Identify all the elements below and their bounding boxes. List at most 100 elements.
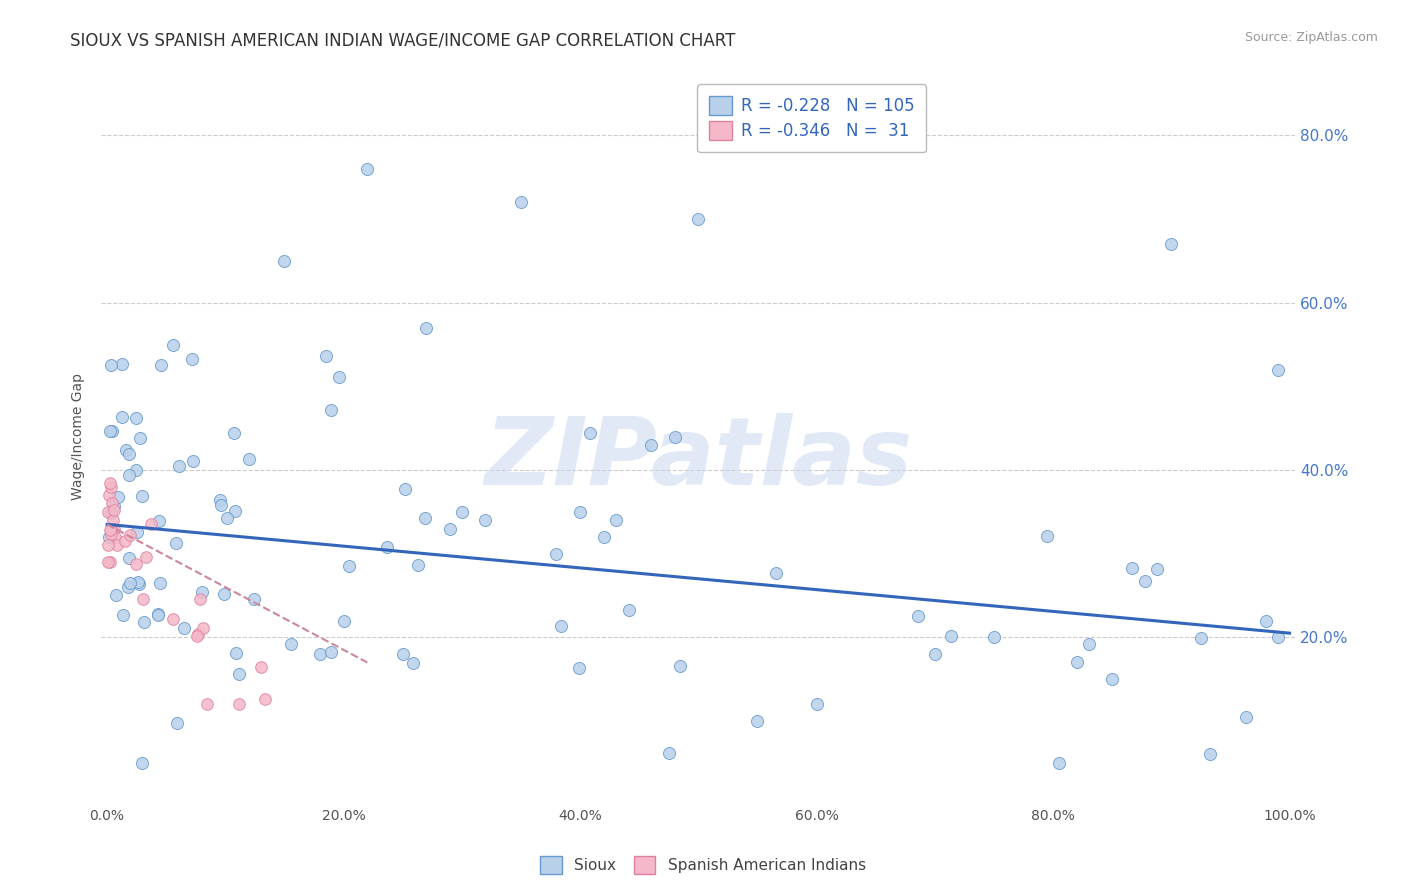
Point	[321, 402, 343, 417]
Point	[1047, 756, 1070, 770]
Point	[112, 608, 135, 623]
Point	[186, 629, 208, 643]
Point	[391, 647, 413, 661]
Point	[1189, 631, 1212, 645]
Point	[98, 530, 121, 544]
Point	[181, 352, 204, 367]
Point	[117, 580, 139, 594]
Text: Source: ZipAtlas.com: Source: ZipAtlas.com	[1244, 31, 1378, 45]
Text: SIOUX VS SPANISH AMERICAN INDIAN WAGE/INCOME GAP CORRELATION CHART: SIOUX VS SPANISH AMERICAN INDIAN WAGE/IN…	[70, 31, 735, 49]
Point	[567, 661, 589, 675]
Point	[747, 714, 769, 728]
Point	[658, 746, 681, 760]
Point	[104, 530, 127, 544]
Point	[191, 584, 214, 599]
Point	[243, 591, 266, 606]
Point	[101, 513, 124, 527]
Point	[187, 627, 209, 641]
Point	[222, 425, 245, 440]
Point	[337, 558, 360, 573]
Point	[212, 587, 235, 601]
Point	[165, 536, 187, 550]
Point	[238, 452, 260, 467]
Point	[806, 698, 828, 712]
Point	[128, 577, 150, 591]
Point	[101, 424, 124, 438]
Point	[100, 358, 122, 372]
Point	[125, 524, 148, 539]
Point	[105, 588, 128, 602]
Point	[97, 538, 120, 552]
Point	[195, 698, 218, 712]
Point	[1198, 747, 1220, 762]
Point	[128, 431, 150, 445]
Point	[640, 438, 662, 452]
Point	[225, 646, 247, 660]
Point	[332, 614, 354, 628]
Point	[217, 511, 239, 525]
Point	[188, 592, 211, 607]
Point	[550, 619, 572, 633]
Point	[406, 558, 429, 572]
Point	[228, 667, 250, 681]
Point	[1267, 630, 1289, 644]
Point	[166, 715, 188, 730]
Point	[983, 630, 1005, 644]
Point	[124, 463, 146, 477]
Point	[579, 425, 602, 440]
Legend: R = -0.228   N = 105, R = -0.346   N =  31: R = -0.228 N = 105, R = -0.346 N = 31	[697, 84, 927, 152]
Y-axis label: Wage/Income Gap: Wage/Income Gap	[72, 373, 86, 500]
Point	[98, 488, 121, 502]
Point	[939, 629, 962, 643]
Point	[209, 498, 232, 512]
Text: ZIPatlas: ZIPatlas	[484, 413, 912, 505]
Point	[1036, 529, 1059, 543]
Point	[105, 538, 128, 552]
Point	[1160, 237, 1182, 252]
Point	[664, 429, 686, 443]
Point	[1267, 362, 1289, 376]
Point	[111, 409, 134, 424]
Point	[315, 349, 337, 363]
Point	[924, 647, 946, 661]
Point	[1101, 672, 1123, 686]
Point	[127, 575, 149, 590]
Point	[124, 557, 146, 571]
Point	[114, 533, 136, 548]
Point	[100, 523, 122, 537]
Point	[131, 592, 153, 607]
Point	[319, 645, 342, 659]
Point	[546, 547, 568, 561]
Point	[100, 480, 122, 494]
Point	[619, 603, 641, 617]
Point	[118, 468, 141, 483]
Point	[224, 504, 246, 518]
Point	[1146, 562, 1168, 576]
Point	[605, 513, 627, 527]
Point	[103, 522, 125, 536]
Point	[111, 357, 134, 371]
Point	[146, 607, 169, 622]
Point	[120, 528, 142, 542]
Point	[100, 506, 122, 520]
Point	[98, 424, 121, 438]
Point	[688, 212, 710, 227]
Point	[149, 576, 172, 591]
Legend: Sioux, Spanish American Indians: Sioux, Spanish American Indians	[534, 850, 872, 880]
Point	[162, 338, 184, 352]
Point	[401, 656, 423, 670]
Point	[474, 513, 496, 527]
Point	[439, 522, 461, 536]
Point	[162, 612, 184, 626]
Point	[1066, 656, 1088, 670]
Point	[569, 505, 592, 519]
Point	[1254, 614, 1277, 628]
Point	[450, 505, 472, 519]
Point	[125, 411, 148, 425]
Point	[135, 549, 157, 564]
Point	[115, 442, 138, 457]
Point	[98, 475, 121, 490]
Point	[173, 621, 195, 635]
Point	[103, 500, 125, 514]
Point	[415, 321, 437, 335]
